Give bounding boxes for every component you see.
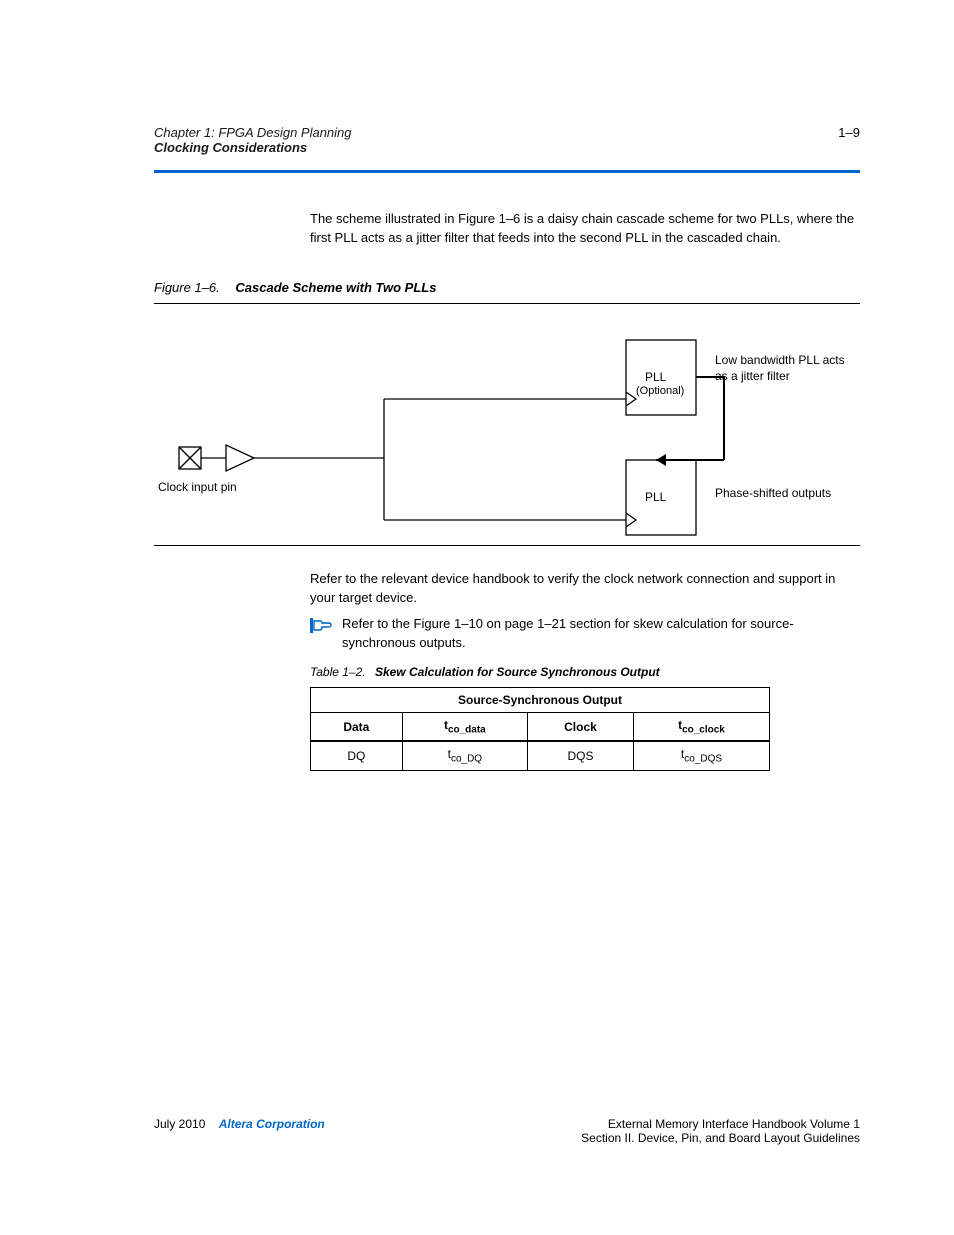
pll1-sub: (Optional) <box>636 385 684 397</box>
footer-date: July 2010 <box>154 1117 205 1131</box>
figure-label: Figure 1–6. <box>154 280 220 295</box>
table-header-row: Source-Synchronous Output <box>311 688 770 713</box>
table-col: tco_clock <box>633 713 769 742</box>
table-cell: tco_DQ <box>402 741 527 770</box>
pll1-desc: Low bandwidth PLL acts as a jitter filte… <box>715 352 855 384</box>
table-row: DQ tco_DQ DQS tco_DQS <box>311 741 770 770</box>
table-cell: DQS <box>528 741 634 770</box>
table-caption: Table 1–2. Skew Calculation for Source S… <box>310 665 860 679</box>
table-col: Data <box>311 713 403 742</box>
section-name: Clocking Considerations <box>154 140 860 155</box>
figure-caption: Cascade Scheme with Two PLLs <box>235 280 436 295</box>
table-col: tco_data <box>402 713 527 742</box>
page-header: Chapter 1: FPGA Design Planning Clocking… <box>154 125 860 155</box>
pll2-desc: Phase-shifted outputs <box>715 485 855 501</box>
table-cell: tco_DQS <box>633 741 769 770</box>
after-figure-note: Refer to the relevant device handbook to… <box>310 570 860 608</box>
footer-right: External Memory Interface Handbook Volum… <box>581 1117 860 1145</box>
cascade-diagram <box>154 310 860 545</box>
clock-input-pin-icon <box>179 447 201 469</box>
pointer-link[interactable]: Figure 1–10 on page 1–21 <box>414 616 567 631</box>
buffer-icon <box>226 445 254 471</box>
figure-top-rule <box>154 303 860 304</box>
pll1-label: PLL <box>645 370 666 384</box>
figure-title: Figure 1–6. Cascade Scheme with Two PLLs <box>154 280 860 295</box>
pll2-label: PLL <box>645 490 666 504</box>
footer-title: External Memory Interface Handbook Volum… <box>581 1117 860 1131</box>
table-header: Source-Synchronous Output <box>311 688 770 713</box>
hand-icon <box>310 618 332 633</box>
figure-bottom-rule <box>154 545 860 546</box>
footer-left: July 2010 Altera Corporation <box>154 1117 325 1145</box>
page-footer: July 2010 Altera Corporation External Me… <box>154 1117 860 1145</box>
table-cell: DQ <box>311 741 403 770</box>
table-subheader-row: Data tco_data Clock tco_clock <box>311 713 770 742</box>
skew-table: Source-Synchronous Output Data tco_data … <box>310 687 770 771</box>
footer-brand: Altera Corporation <box>219 1117 325 1131</box>
table-caption-text: Skew Calculation for Source Synchronous … <box>375 665 660 679</box>
intro-paragraph: The scheme illustrated in Figure 1–6 is … <box>310 210 860 248</box>
pointer-prefix: Refer to the <box>342 616 414 631</box>
table-caption-label: Table 1–2. <box>310 665 366 679</box>
pin-label: Clock input pin <box>158 480 237 494</box>
pointer-note: Refer to the Figure 1–10 on page 1–21 se… <box>342 615 860 653</box>
chapter-name: Chapter 1: FPGA Design Planning <box>154 125 860 140</box>
header-rule <box>154 170 860 173</box>
table-col: Clock <box>528 713 634 742</box>
page-number: 1–9 <box>838 125 860 140</box>
footer-section: Section II. Device, Pin, and Board Layou… <box>581 1131 860 1145</box>
